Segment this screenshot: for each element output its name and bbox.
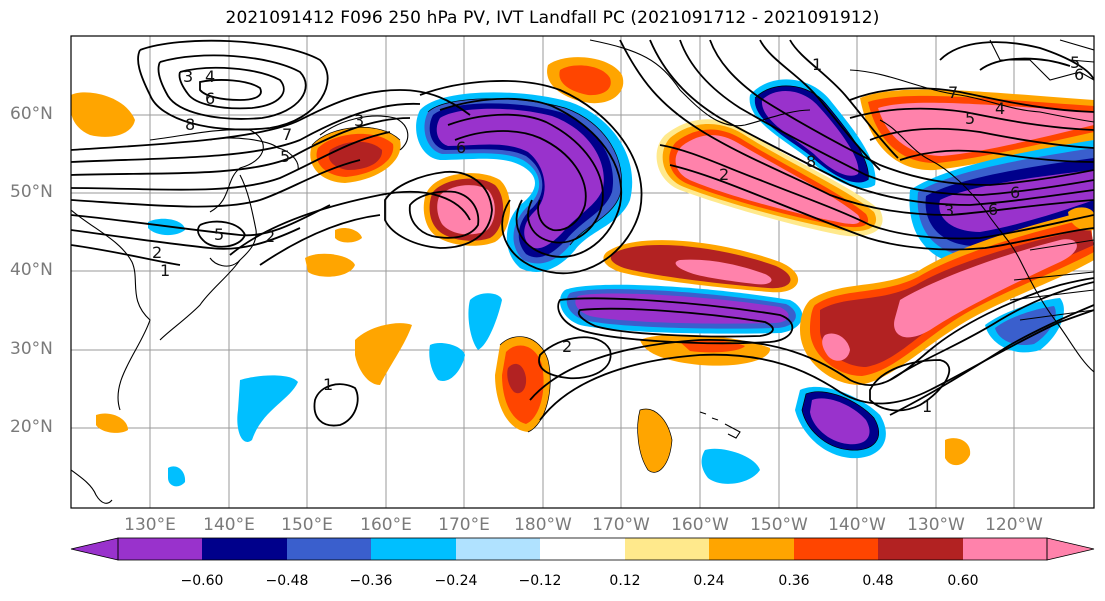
- colorbar-cell: [540, 538, 625, 560]
- ivt-contours: [71, 39, 1094, 427]
- colorbar-extend-high: [1046, 537, 1095, 561]
- colorbar-tick-label: −0.48: [265, 573, 309, 589]
- lon-label-150e: 150°E: [281, 515, 333, 535]
- lat-label-30n: 30°N: [10, 339, 53, 359]
- colorbar-tick-label: 0.60: [947, 573, 979, 589]
- colorbar-cell: [456, 538, 540, 560]
- lon-label-150w: 150°W: [750, 515, 808, 535]
- svg-text:2: 2: [265, 227, 275, 246]
- svg-text:1: 1: [812, 55, 822, 74]
- svg-text:6: 6: [1074, 65, 1084, 84]
- lon-label-140w: 140°W: [828, 515, 886, 535]
- svg-text:6: 6: [988, 200, 998, 219]
- svg-text:6: 6: [1010, 183, 1020, 202]
- svg-text:5: 5: [1070, 53, 1080, 72]
- lat-label-50n: 50°N: [10, 182, 53, 202]
- map-frame: [70, 35, 1095, 509]
- lon-label-120w: 120°W: [985, 515, 1043, 535]
- svg-text:2: 2: [152, 243, 162, 262]
- svg-text:8: 8: [806, 152, 816, 171]
- svg-text:2: 2: [562, 337, 572, 356]
- svg-text:3: 3: [354, 111, 364, 130]
- colorbar-cell: [709, 538, 794, 560]
- colorbar-tick-label: −0.12: [518, 573, 562, 589]
- colorbar-cell: [118, 538, 202, 560]
- svg-text:7: 7: [282, 125, 292, 144]
- colorbar-frame: [117, 537, 1048, 561]
- lon-label-140e: 140°E: [203, 515, 255, 535]
- colorbar-extend-low: [70, 537, 119, 561]
- svg-text:2: 2: [719, 165, 729, 184]
- svg-text:5: 5: [214, 225, 224, 244]
- lon-label-170w: 170°W: [592, 515, 650, 535]
- lon-label-130e: 130°E: [124, 515, 176, 535]
- lon-label-180w: 180°W: [514, 515, 572, 535]
- lon-label-130w: 130°W: [907, 515, 965, 535]
- svg-text:5: 5: [280, 147, 290, 166]
- svg-text:3: 3: [183, 67, 193, 86]
- lat-label-40n: 40°N: [10, 260, 53, 280]
- svg-text:8: 8: [185, 115, 195, 134]
- colorbar-tick-label: 0.36: [778, 573, 810, 589]
- lon-label-160w: 160°W: [671, 515, 729, 535]
- colorbar-tick-label: −0.24: [434, 573, 478, 589]
- colorbar-cell: [794, 538, 878, 560]
- svg-text:1: 1: [323, 375, 333, 394]
- colorbar-cell: [878, 538, 963, 560]
- colorbar-cell: [202, 538, 287, 560]
- svg-text:4: 4: [205, 67, 215, 86]
- colorbar-cell: [287, 538, 371, 560]
- shading-outlines: [311, 85, 879, 473]
- lat-label-60n: 60°N: [10, 104, 53, 124]
- svg-text:1: 1: [922, 397, 932, 416]
- lon-label-160e: 160°E: [360, 515, 412, 535]
- svg-text:1: 1: [160, 261, 170, 280]
- colorbar-tick-label: 0.12: [609, 573, 641, 589]
- svg-text:6: 6: [456, 138, 466, 157]
- lon-label-170e: 170°E: [438, 515, 490, 535]
- svg-text:5: 5: [965, 109, 975, 128]
- colorbar-tick-label: −0.36: [349, 573, 393, 589]
- svg-text:7: 7: [948, 83, 958, 102]
- svg-text:3: 3: [944, 201, 954, 220]
- lat-label-20n: 20°N: [10, 417, 53, 437]
- colorbar-tick-label: 0.48: [862, 573, 894, 589]
- colorbar-tick-label: −0.60: [180, 573, 224, 589]
- colorbar-cell: [625, 538, 709, 560]
- svg-text:6: 6: [205, 89, 215, 108]
- contour-labels: 3 4 6 8 7 5 3 2 5 1 2 6 2 1 8 7 5 4 3 6 …: [152, 53, 1084, 416]
- map-title: 2021091412 F096 250 hPa PV, IVT Landfall…: [225, 8, 880, 28]
- colorbar-cell: [371, 538, 456, 560]
- svg-text:4: 4: [995, 99, 1005, 118]
- colorbar-tick-label: 0.24: [693, 573, 725, 589]
- colorbar-cell: [963, 538, 1047, 560]
